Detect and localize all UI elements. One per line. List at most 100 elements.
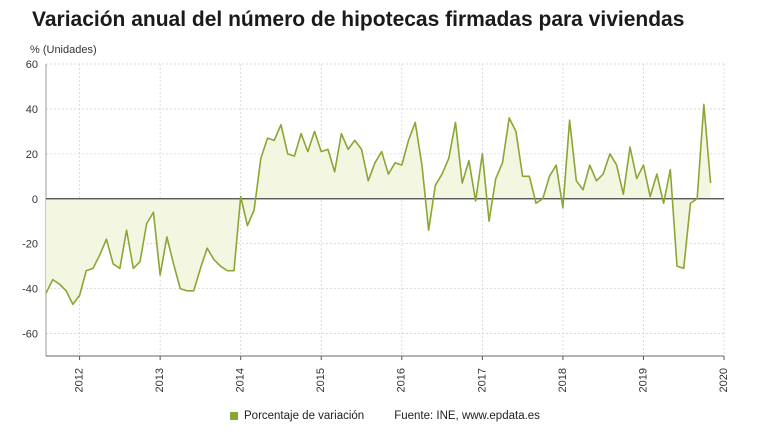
data-point: [461, 182, 463, 184]
data-point: [515, 130, 517, 132]
data-point: [394, 162, 396, 164]
y-tick-label: -20: [22, 239, 38, 251]
data-point: [401, 164, 403, 166]
y-tick-label: 60: [26, 59, 38, 71]
chart-title: Variación anual del número de hipotecas …: [32, 8, 685, 31]
data-point: [495, 177, 497, 179]
data-point: [407, 139, 409, 141]
data-point: [676, 265, 678, 267]
x-tick-label: 2013: [154, 368, 166, 392]
data-point: [649, 195, 651, 197]
y-tick-label: 40: [26, 104, 38, 116]
data-point: [595, 180, 597, 182]
data-point: [360, 148, 362, 150]
source-note: Fuente: INE, www.epdata.es: [394, 410, 540, 422]
data-point: [656, 173, 658, 175]
data-point: [320, 150, 322, 152]
legend-swatch-icon: [230, 412, 238, 420]
x-tick-label: 2017: [476, 368, 488, 392]
data-point: [206, 247, 208, 249]
data-point: [709, 182, 711, 184]
data-point: [307, 150, 309, 152]
data-point: [662, 202, 664, 204]
data-point: [45, 292, 47, 294]
legend: Porcentaje de variación Fuente: INE, www…: [230, 410, 540, 422]
data-point: [468, 159, 470, 161]
data-point: [58, 283, 60, 285]
data-point: [132, 267, 134, 269]
data-point: [474, 200, 476, 202]
data-point: [293, 155, 295, 157]
data-point: [85, 269, 87, 271]
data-point: [327, 148, 329, 150]
data-point: [347, 148, 349, 150]
data-point: [273, 139, 275, 141]
data-point: [380, 150, 382, 152]
data-point: [414, 121, 416, 123]
data-point: [441, 173, 443, 175]
x-tick-label: 2018: [557, 368, 569, 392]
x-tick-label: 2015: [315, 368, 327, 392]
data-point: [354, 139, 356, 141]
data-point: [72, 303, 74, 305]
data-point: [280, 123, 282, 125]
data-point: [481, 153, 483, 155]
data-point: [421, 164, 423, 166]
data-point: [105, 238, 107, 240]
data-point: [488, 220, 490, 222]
data-point: [333, 171, 335, 173]
data-point: [589, 164, 591, 166]
data-point: [65, 290, 67, 292]
data-point: [642, 164, 644, 166]
data-point: [233, 269, 235, 271]
data-point: [434, 184, 436, 186]
data-point: [300, 132, 302, 134]
data-point: [548, 175, 550, 177]
data-point: [139, 260, 141, 262]
data-point: [582, 189, 584, 191]
data-point: [636, 177, 638, 179]
data-point: [508, 117, 510, 119]
data-point: [99, 254, 101, 256]
data-point: [193, 290, 195, 292]
data-point: [501, 162, 503, 164]
x-tick-label: 2016: [396, 368, 408, 392]
data-point: [146, 222, 148, 224]
data-point: [622, 193, 624, 195]
data-point: [179, 287, 181, 289]
legend-label: Porcentaje de variación: [244, 410, 365, 422]
data-point: [555, 164, 557, 166]
data-point: [199, 267, 201, 269]
data-point: [542, 198, 544, 200]
data-point: [119, 267, 121, 269]
data-point: [535, 202, 537, 204]
series-area: [46, 104, 711, 305]
y-tick-label: -60: [22, 329, 38, 341]
data-point: [340, 132, 342, 134]
data-point: [286, 153, 288, 155]
x-tick-label: 2012: [73, 368, 85, 392]
data-point: [159, 274, 161, 276]
data-point: [172, 263, 174, 265]
data-point: [266, 137, 268, 139]
data-point: [313, 130, 315, 132]
x-tick-label: 2020: [718, 368, 730, 392]
data-point: [615, 164, 617, 166]
data-point: [78, 294, 80, 296]
data-point: [112, 263, 114, 265]
data-point: [562, 207, 564, 209]
data-point: [186, 290, 188, 292]
data-point: [609, 153, 611, 155]
y-tick-label: -40: [22, 284, 38, 296]
data-point: [387, 173, 389, 175]
series-line: [45, 103, 712, 306]
data-point: [239, 195, 241, 197]
data-point: [166, 236, 168, 238]
data-point: [219, 265, 221, 267]
data-point: [260, 157, 262, 159]
y-axis-unit-label: % (Unidades): [30, 44, 97, 56]
data-point: [568, 119, 570, 121]
x-tick-label: 2019: [637, 368, 649, 392]
data-point: [246, 225, 248, 227]
data-point: [52, 278, 54, 280]
